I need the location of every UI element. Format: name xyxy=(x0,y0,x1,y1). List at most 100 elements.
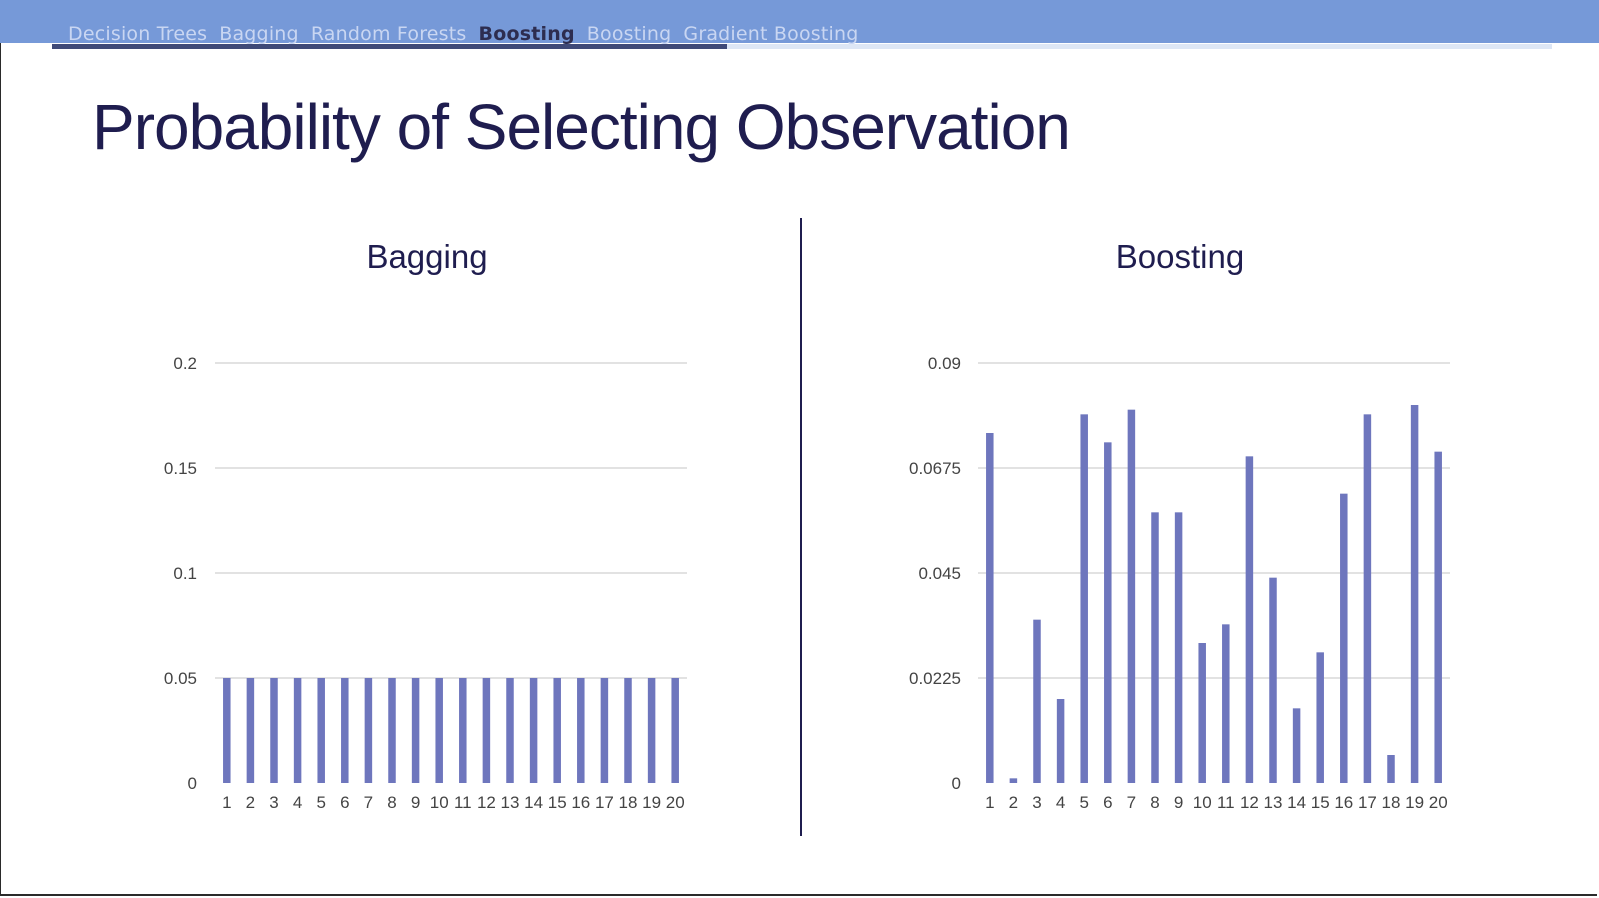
x-tick-label-6: 6 xyxy=(340,793,349,812)
bar-2 xyxy=(246,678,255,783)
y-tick-label-3: 0.15 xyxy=(164,459,197,478)
boosting-chart-title: Boosting xyxy=(1115,238,1245,275)
bar-11 xyxy=(1222,624,1230,783)
x-tick-label-5: 5 xyxy=(316,793,325,812)
slide-title: Probability of Selecting Observation xyxy=(92,91,1071,163)
nav-item-3[interactable]: Boosting xyxy=(478,23,575,45)
x-tick-label-6: 6 xyxy=(1103,793,1112,812)
bar-7 xyxy=(364,678,373,783)
bar-13 xyxy=(506,678,514,783)
y-tick-label-4: 0.09 xyxy=(928,354,961,373)
y-tick-label-1: 0.0225 xyxy=(909,669,961,688)
bar-20 xyxy=(1434,451,1442,783)
bar-14 xyxy=(1292,708,1301,783)
x-tick-label-7: 7 xyxy=(1127,793,1136,812)
x-tick-label-19: 19 xyxy=(1405,793,1424,812)
bar-8 xyxy=(388,678,396,783)
x-tick-label-18: 18 xyxy=(1382,793,1401,812)
y-tick-label-2: 0.045 xyxy=(918,564,961,583)
x-tick-label-19: 19 xyxy=(642,793,661,812)
x-tick-label-20: 20 xyxy=(1429,793,1448,812)
bar-18 xyxy=(1387,755,1395,783)
bar-10 xyxy=(435,678,443,783)
bar-15 xyxy=(1316,652,1324,783)
bar-19 xyxy=(1410,405,1419,783)
bar-15 xyxy=(553,678,561,783)
x-tick-label-18: 18 xyxy=(619,793,638,812)
nav-item-1[interactable]: Bagging xyxy=(219,23,299,45)
x-tick-label-9: 9 xyxy=(411,793,420,812)
bar-17 xyxy=(600,678,609,783)
bar-9 xyxy=(1174,512,1183,783)
bar-2 xyxy=(1009,778,1018,783)
x-tick-label-13: 13 xyxy=(501,793,520,812)
y-tick-label-0: 0 xyxy=(952,774,961,793)
x-tick-label-1: 1 xyxy=(222,793,231,812)
bagging-chart-title: Bagging xyxy=(366,238,488,275)
x-tick-label-8: 8 xyxy=(387,793,396,812)
bar-16 xyxy=(1340,493,1348,783)
bar-8 xyxy=(1151,512,1159,783)
x-tick-label-12: 12 xyxy=(1240,793,1259,812)
x-tick-label-7: 7 xyxy=(364,793,373,812)
bar-16 xyxy=(577,678,585,783)
x-tick-label-20: 20 xyxy=(666,793,685,812)
progress-fill xyxy=(52,44,727,49)
x-tick-label-17: 17 xyxy=(1358,793,1377,812)
bar-19 xyxy=(647,678,656,783)
x-tick-label-13: 13 xyxy=(1264,793,1283,812)
bar-3 xyxy=(270,678,278,783)
y-tick-label-3: 0.0675 xyxy=(909,459,961,478)
bar-3 xyxy=(1033,619,1041,783)
section-navigation: Decision Trees Bagging Random Forests Boost… xyxy=(68,21,859,45)
bar-7 xyxy=(1127,409,1136,783)
y-tick-label-0: 0 xyxy=(188,774,197,793)
x-tick-label-2: 2 xyxy=(1009,793,1018,812)
bar-4 xyxy=(1056,699,1065,783)
bar-18 xyxy=(624,678,632,783)
x-tick-label-10: 10 xyxy=(430,793,449,812)
x-tick-label-9: 9 xyxy=(1174,793,1183,812)
x-tick-label-12: 12 xyxy=(477,793,496,812)
x-tick-label-8: 8 xyxy=(1150,793,1159,812)
bar-6 xyxy=(341,678,349,783)
x-tick-label-17: 17 xyxy=(595,793,614,812)
x-tick-label-15: 15 xyxy=(548,793,567,812)
bar-5 xyxy=(1080,414,1088,783)
nav-item-4[interactable]: Boosting xyxy=(586,23,672,45)
bar-13 xyxy=(1269,577,1277,783)
bar-12 xyxy=(1245,456,1254,783)
x-tick-label-3: 3 xyxy=(1032,793,1041,812)
x-tick-label-11: 11 xyxy=(1217,793,1235,812)
nav-item-0[interactable]: Decision Trees xyxy=(68,23,208,45)
progress-track xyxy=(52,44,1552,49)
bar-4 xyxy=(293,678,302,783)
top-navigation-bar: Decision Trees Bagging Random Forests Boost… xyxy=(0,0,1599,45)
bar-20 xyxy=(671,678,679,783)
y-tick-label-1: 0.05 xyxy=(164,669,197,688)
y-tick-label-2: 0.1 xyxy=(173,564,197,583)
x-tick-label-2: 2 xyxy=(246,793,255,812)
nav-item-2[interactable]: Random Forests xyxy=(310,23,467,45)
chart-divider xyxy=(800,218,802,836)
bar-9 xyxy=(411,678,420,783)
bar-17 xyxy=(1363,414,1372,783)
x-tick-label-4: 4 xyxy=(293,793,302,812)
bar-6 xyxy=(1104,442,1112,783)
x-tick-label-16: 16 xyxy=(1334,793,1353,812)
bar-11 xyxy=(459,678,467,783)
x-tick-label-11: 11 xyxy=(454,793,472,812)
bar-14 xyxy=(529,678,538,783)
bar-5 xyxy=(317,678,325,783)
x-tick-label-15: 15 xyxy=(1311,793,1330,812)
x-tick-label-16: 16 xyxy=(571,793,590,812)
bar-10 xyxy=(1198,643,1206,783)
x-tick-label-1: 1 xyxy=(985,793,994,812)
bar-1 xyxy=(223,678,231,783)
bar-12 xyxy=(482,678,491,783)
nav-item-5[interactable]: Gradient Boosting xyxy=(683,23,859,45)
x-tick-label-5: 5 xyxy=(1079,793,1088,812)
y-tick-label-4: 0.2 xyxy=(173,354,197,373)
